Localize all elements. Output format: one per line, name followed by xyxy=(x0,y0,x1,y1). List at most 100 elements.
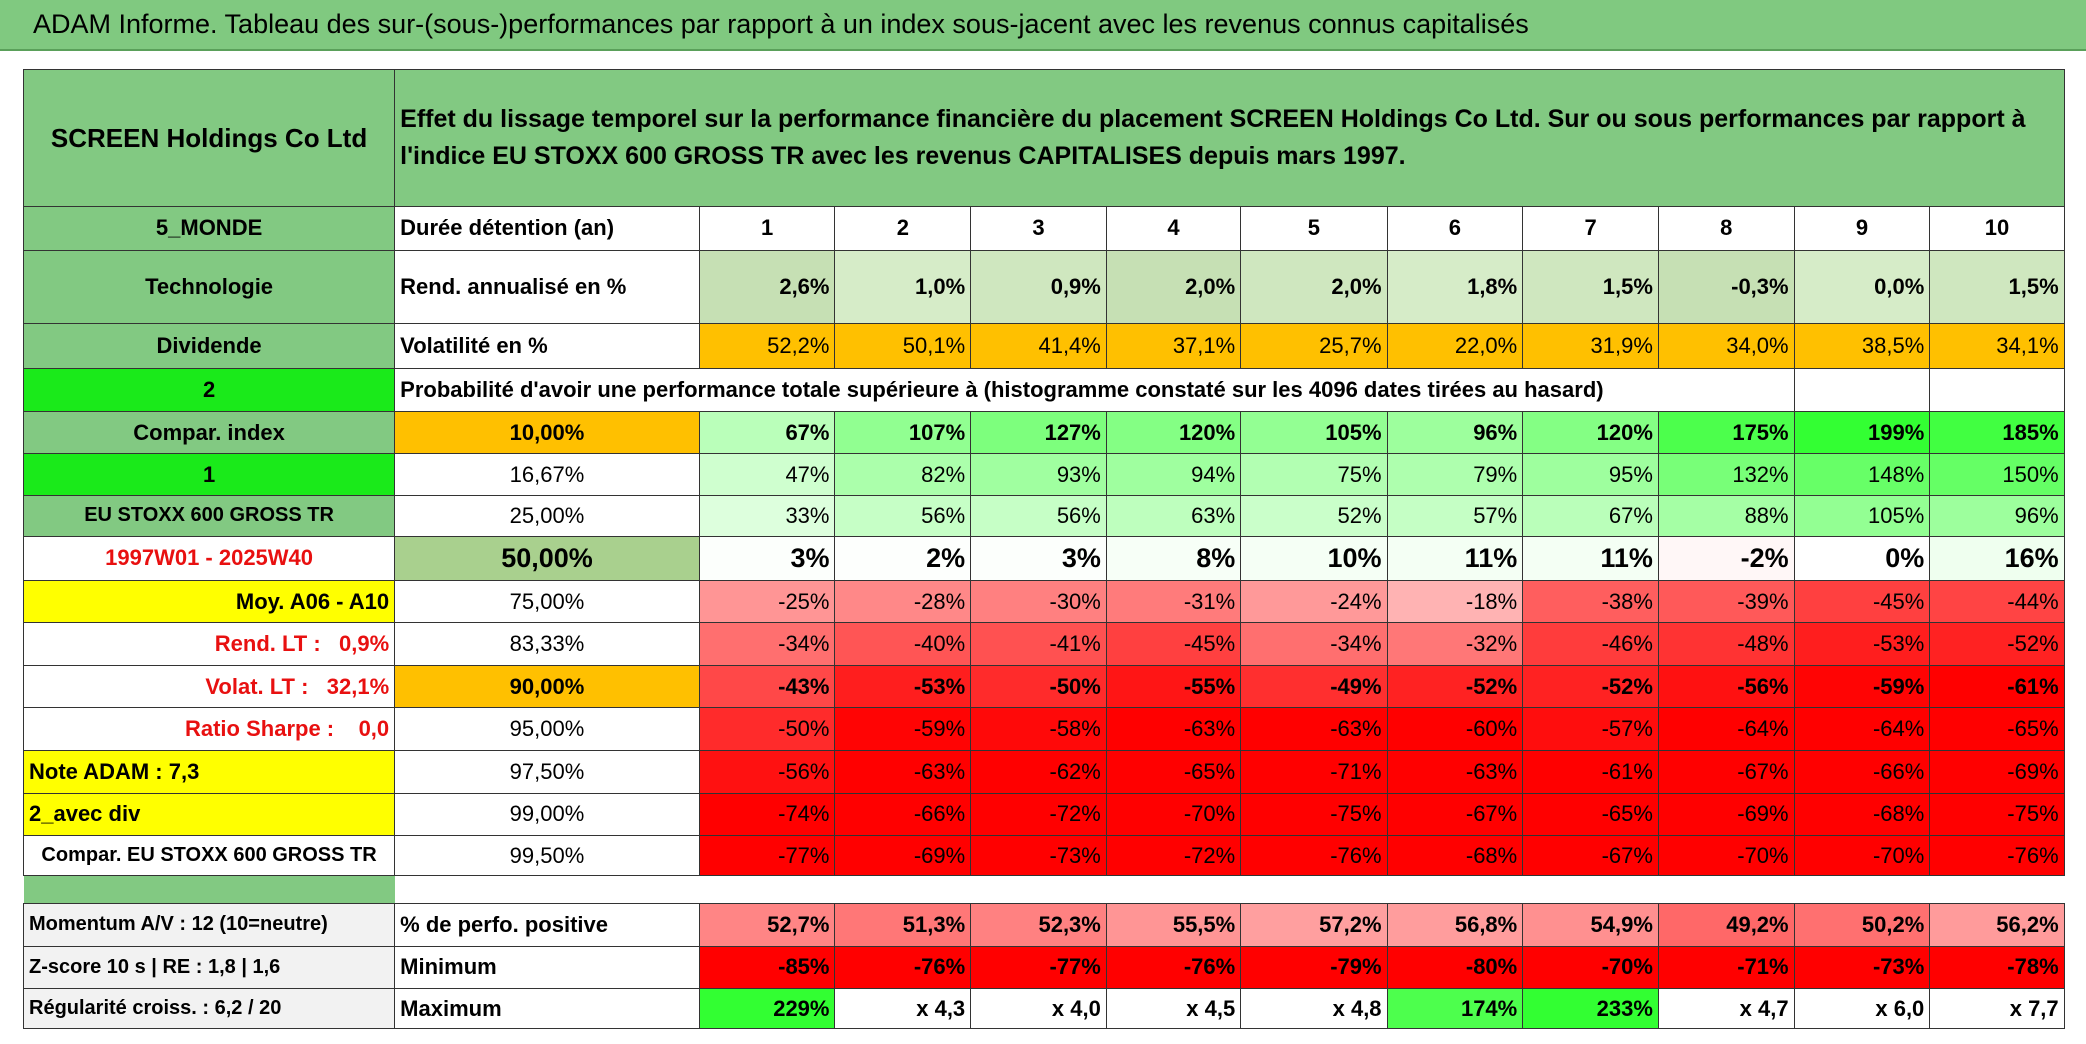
value-cell: 38,5% xyxy=(1793,323,1931,370)
performance-table: SCREEN Holdings Co Ltd Effet du lissage t… xyxy=(22,68,2065,1030)
value-cell: -59% xyxy=(834,707,972,752)
value-cell: -39% xyxy=(1657,579,1795,624)
section-label: Probabilité d'avoir une performance tota… xyxy=(394,368,1795,412)
value-cell: -71% xyxy=(1657,945,1795,990)
value-cell: -65% xyxy=(1522,792,1659,837)
value-cell: -69% xyxy=(1929,750,2065,794)
company-name: SCREEN Holdings Co Ltd xyxy=(22,68,396,208)
value-cell: 105% xyxy=(1240,410,1388,455)
column-header: 10 xyxy=(1929,206,2065,251)
value-cell: -46% xyxy=(1522,622,1659,666)
value-cell: 50,1% xyxy=(834,323,972,370)
value-cell: -63% xyxy=(1105,707,1242,752)
value-cell: 2,6% xyxy=(698,249,836,325)
value-cell: -72% xyxy=(1105,835,1242,877)
row-header: Rend. annualisé en % xyxy=(394,249,700,325)
empty-cell xyxy=(1929,368,2065,412)
value-cell: -70% xyxy=(1793,835,1931,877)
row-label: Note ADAM : 7,3 xyxy=(22,750,396,794)
header-row: SCREEN Holdings Co Ltd Effet du lissage t… xyxy=(22,68,2065,208)
value-cell: -79% xyxy=(1240,945,1388,990)
row-header: 25,00% xyxy=(394,494,700,537)
value-cell: -52% xyxy=(1386,664,1524,709)
value-cell: x 4,8 xyxy=(1240,988,1388,1030)
value-cell: -59% xyxy=(1793,664,1931,709)
value-cell: 1,8% xyxy=(1386,249,1524,325)
empty-cell xyxy=(1793,368,1931,412)
value-cell: -80% xyxy=(1386,945,1524,990)
value-cell: -73% xyxy=(1793,945,1931,990)
value-cell: -69% xyxy=(1657,792,1795,837)
value-cell: 1,5% xyxy=(1522,249,1659,325)
value-cell: -74% xyxy=(698,792,836,837)
value-cell: -30% xyxy=(970,579,1107,624)
value-cell: -66% xyxy=(834,792,972,837)
value-cell: -61% xyxy=(1522,750,1659,794)
value-cell: -40% xyxy=(834,622,972,666)
value-cell: 79% xyxy=(1386,453,1524,496)
column-header: 1 xyxy=(698,206,836,251)
spacer xyxy=(23,875,395,904)
value-cell: -70% xyxy=(1657,835,1795,877)
row-header: 75,00% xyxy=(394,579,700,624)
value-cell: 0,9% xyxy=(970,249,1107,325)
row-header: 99,50% xyxy=(394,835,700,877)
value-cell: 3% xyxy=(970,535,1107,581)
value-cell: x 6,0 xyxy=(1793,988,1931,1030)
value-cell: -2% xyxy=(1657,535,1795,581)
value-cell: 37,1% xyxy=(1105,323,1242,370)
row-label: Volat. LT : 32,1% xyxy=(22,664,396,709)
value-cell: -76% xyxy=(834,945,972,990)
value-cell: 82% xyxy=(834,453,972,496)
value-cell: 127% xyxy=(970,410,1107,455)
value-cell: -44% xyxy=(1929,579,2065,624)
value-cell: 34,1% xyxy=(1929,323,2065,370)
table-row: 5_MONDE Durée détention (an) 1 2 3 4 5 6 7 8 9 10 xyxy=(22,206,2065,251)
row-header: 16,67% xyxy=(394,453,700,496)
value-cell: -70% xyxy=(1522,945,1659,990)
value-cell: 67% xyxy=(1522,494,1659,537)
value-cell: -67% xyxy=(1657,750,1795,794)
value-cell: -53% xyxy=(1793,622,1931,666)
value-cell: 93% xyxy=(970,453,1107,496)
value-cell: -85% xyxy=(698,945,836,990)
column-header: 5 xyxy=(1240,206,1388,251)
value-cell: -65% xyxy=(1105,750,1242,794)
value-cell: 95% xyxy=(1522,453,1659,496)
value-cell: 52,7% xyxy=(698,902,836,947)
value-cell: -45% xyxy=(1793,579,1931,624)
row-header: 97,50% xyxy=(394,750,700,794)
value-cell: 11% xyxy=(1386,535,1524,581)
table-row: EU STOXX 600 GROSS TR 25,00% 33% 56% 56% 63% 5… xyxy=(22,494,2065,537)
value-cell: 2,0% xyxy=(1105,249,1242,325)
table-row: 1997W01 - 2025W40 50,00% 3% 2% 3% 8% 10% 11% 11%… xyxy=(22,535,2065,581)
value-cell: -49% xyxy=(1240,664,1388,709)
value-cell: 56,2% xyxy=(1929,902,2065,947)
value-cell: -64% xyxy=(1793,707,1931,752)
value-cell: 8% xyxy=(1105,535,1242,581)
value-cell: 94% xyxy=(1105,453,1242,496)
value-cell: 2% xyxy=(834,535,972,581)
indicator: Momentum A/V : 12 (10=neutre) xyxy=(22,902,396,947)
row-label: Moy. A06 - A10 xyxy=(22,579,396,624)
table-row: Ratio Sharpe : 0,0 95,00% -50% -59% -58% -63%… xyxy=(22,707,2065,752)
value-cell: 49,2% xyxy=(1657,902,1795,947)
value-cell: -56% xyxy=(698,750,836,794)
value-cell: -65% xyxy=(1929,707,2065,752)
value-cell: -61% xyxy=(1929,664,2065,709)
value-cell: -77% xyxy=(970,945,1107,990)
row-label: Rend. LT : 0,9% xyxy=(22,622,396,666)
value-cell: -60% xyxy=(1386,707,1524,752)
value-cell: 132% xyxy=(1657,453,1795,496)
value-cell: -45% xyxy=(1105,622,1242,666)
footer-row: Régularité croiss. : 6,2 / 20 Maximum 229%… xyxy=(22,988,2065,1030)
indicator: Régularité croiss. : 6,2 / 20 xyxy=(22,988,396,1030)
value-cell: -73% xyxy=(970,835,1107,877)
value-cell: 52,2% xyxy=(698,323,836,370)
value-cell: 67% xyxy=(698,410,836,455)
value-cell: 47% xyxy=(698,453,836,496)
value-cell: -75% xyxy=(1929,792,2065,837)
column-header: 6 xyxy=(1386,206,1524,251)
value-cell: -67% xyxy=(1386,792,1524,837)
